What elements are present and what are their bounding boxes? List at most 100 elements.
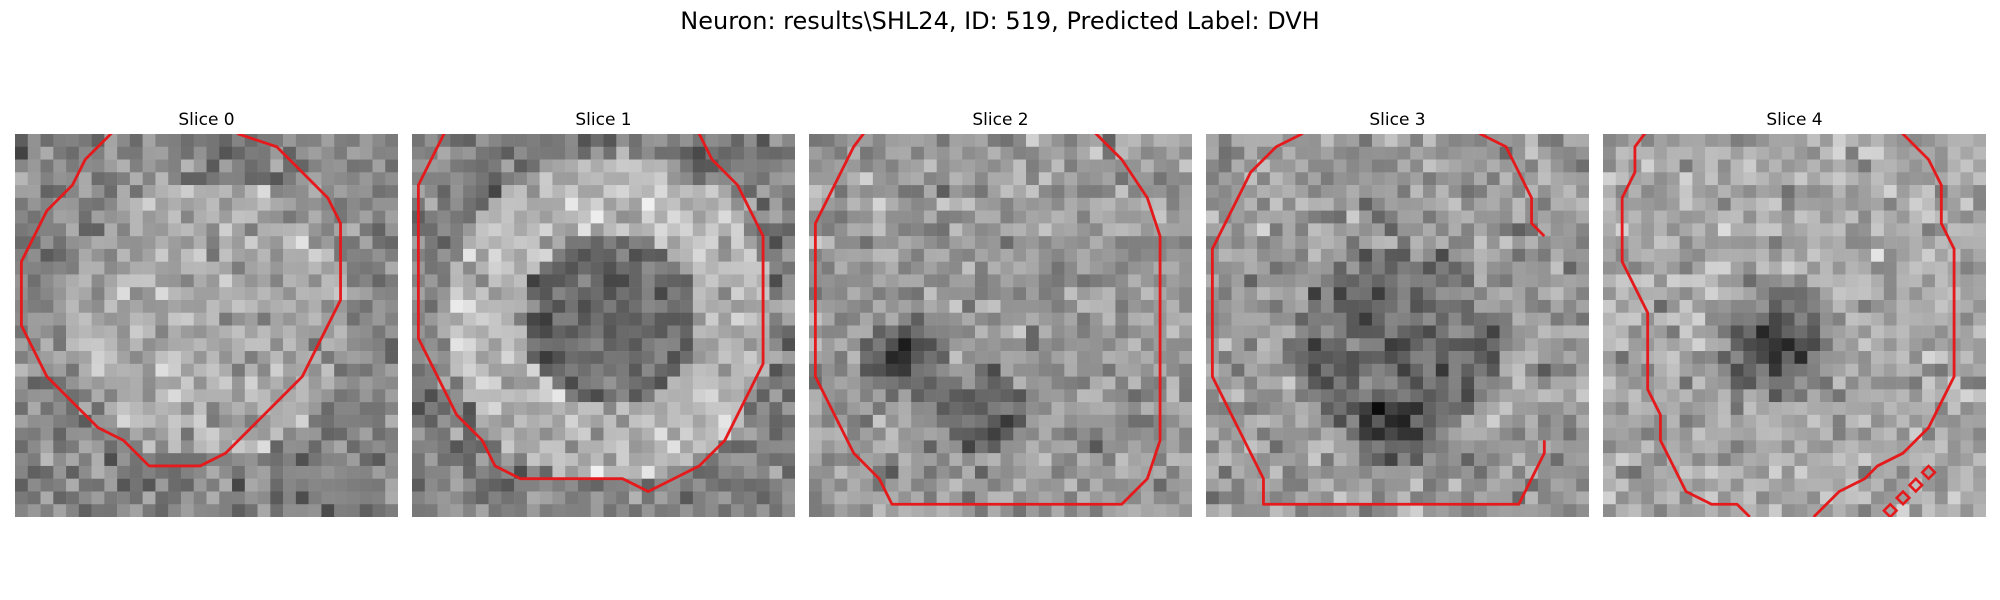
pixel bbox=[257, 440, 271, 454]
pixel bbox=[91, 274, 105, 288]
pixel bbox=[1397, 402, 1411, 416]
pixel bbox=[117, 338, 131, 352]
pixel bbox=[1115, 338, 1129, 352]
pixel bbox=[680, 389, 694, 403]
pixel bbox=[1320, 478, 1334, 492]
pixel bbox=[488, 159, 502, 173]
pixel bbox=[1346, 299, 1360, 313]
pixel bbox=[295, 146, 309, 160]
pixel bbox=[1692, 159, 1706, 173]
pixel bbox=[1371, 414, 1385, 428]
pixel bbox=[1550, 172, 1564, 186]
pixel bbox=[1474, 440, 1488, 454]
pixel bbox=[565, 389, 579, 403]
pixel bbox=[244, 465, 258, 479]
pixel bbox=[834, 351, 848, 365]
pixel bbox=[501, 440, 515, 454]
pixel bbox=[1269, 223, 1283, 237]
pixel bbox=[1858, 223, 1872, 237]
pixel bbox=[424, 491, 438, 505]
pixel bbox=[424, 338, 438, 352]
pixel bbox=[1499, 210, 1513, 224]
pixel bbox=[552, 427, 566, 441]
pixel bbox=[219, 185, 233, 199]
pixel bbox=[104, 491, 118, 505]
cell-contour bbox=[19, 134, 342, 468]
pixel bbox=[1384, 338, 1398, 352]
pixel bbox=[270, 427, 284, 441]
pixel bbox=[834, 248, 848, 262]
pixel bbox=[283, 197, 297, 211]
pixel bbox=[1679, 414, 1693, 428]
pixel bbox=[923, 376, 937, 390]
pixel bbox=[308, 223, 322, 237]
cell-contour bbox=[1620, 134, 1751, 517]
pixel bbox=[437, 453, 451, 467]
pixel bbox=[1320, 146, 1334, 160]
pixel bbox=[1486, 236, 1500, 250]
pixel bbox=[1871, 210, 1885, 224]
pixel bbox=[334, 363, 348, 377]
pixel bbox=[1960, 159, 1974, 173]
pixel bbox=[1717, 491, 1731, 505]
pixel bbox=[603, 389, 617, 403]
pixel bbox=[27, 478, 41, 492]
pixel bbox=[1486, 491, 1500, 505]
pixel bbox=[629, 299, 643, 313]
pixel bbox=[1384, 427, 1398, 441]
pixel bbox=[1730, 223, 1744, 237]
pixel bbox=[1435, 376, 1449, 390]
pixel bbox=[1269, 248, 1283, 262]
pixel bbox=[1666, 210, 1680, 224]
pixel bbox=[590, 325, 604, 339]
pixel bbox=[1743, 134, 1757, 148]
pixel bbox=[1371, 134, 1385, 148]
pixel bbox=[1832, 274, 1846, 288]
pixel bbox=[206, 376, 220, 390]
pixel bbox=[1295, 325, 1309, 339]
pixel bbox=[898, 414, 912, 428]
pixel bbox=[295, 134, 309, 148]
pixel bbox=[1576, 172, 1589, 186]
pixel bbox=[1781, 402, 1795, 416]
pixel bbox=[488, 440, 502, 454]
pixel bbox=[1461, 338, 1475, 352]
pixel bbox=[1166, 363, 1180, 377]
pixel bbox=[616, 172, 630, 186]
pixel bbox=[911, 223, 925, 237]
pixel bbox=[1525, 363, 1539, 377]
pixel bbox=[1615, 299, 1629, 313]
pixel bbox=[270, 299, 284, 313]
pixel bbox=[78, 197, 92, 211]
pixel bbox=[1448, 376, 1462, 390]
pixel bbox=[1179, 414, 1192, 428]
slice-image bbox=[809, 134, 1192, 517]
pixel bbox=[1218, 427, 1232, 441]
pixel bbox=[193, 274, 207, 288]
pixel bbox=[629, 146, 643, 160]
pixel bbox=[1883, 223, 1897, 237]
pixel bbox=[1333, 274, 1347, 288]
pixel bbox=[1295, 363, 1309, 377]
pixel bbox=[1140, 491, 1154, 505]
pixel bbox=[193, 440, 207, 454]
pixel bbox=[1371, 210, 1385, 224]
pixel bbox=[911, 453, 925, 467]
pixel bbox=[1820, 287, 1834, 301]
pixel bbox=[1756, 453, 1770, 467]
pixel bbox=[1000, 478, 1014, 492]
pixel bbox=[463, 376, 477, 390]
pixel bbox=[501, 389, 515, 403]
pixel bbox=[1666, 504, 1680, 517]
pixel bbox=[193, 376, 207, 390]
pixel bbox=[987, 402, 1001, 416]
pixel bbox=[283, 261, 297, 275]
pixel bbox=[1537, 185, 1551, 199]
pixel bbox=[1308, 440, 1322, 454]
pixel bbox=[1807, 172, 1821, 186]
pixel bbox=[962, 159, 976, 173]
pixel bbox=[577, 376, 591, 390]
pixel bbox=[603, 146, 617, 160]
pixel bbox=[756, 185, 770, 199]
pixel bbox=[872, 146, 886, 160]
